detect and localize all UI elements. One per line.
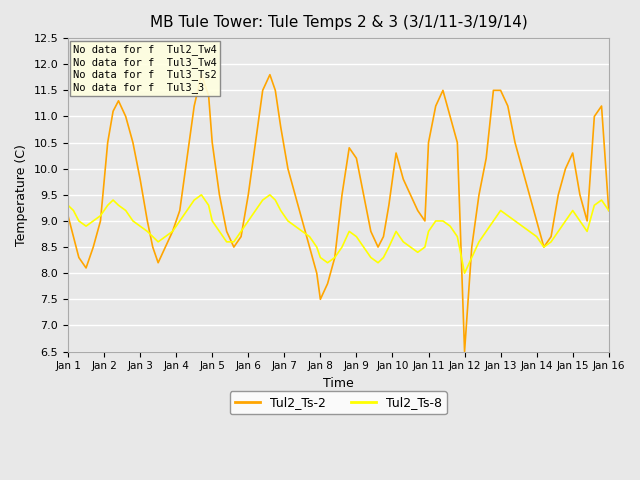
Tul2_Ts-2 <box>385 203 393 208</box>
Tul2_Ts-8 <box>554 228 562 234</box>
Tul2_Ts-8 <box>198 192 205 198</box>
Tul2_Ts-8 <box>461 270 468 276</box>
Line: Tul2_Ts-8: Tul2_Ts-8 <box>68 195 609 273</box>
Tul2_Ts-8 <box>392 228 400 234</box>
Tul2_Ts-8 <box>385 244 393 250</box>
Tul2_Ts-8 <box>605 208 612 214</box>
X-axis label: Time: Time <box>323 377 354 390</box>
Tul2_Ts-8 <box>306 234 314 240</box>
Y-axis label: Temperature (C): Temperature (C) <box>15 144 28 246</box>
Legend: Tul2_Ts-2, Tul2_Ts-8: Tul2_Ts-2, Tul2_Ts-8 <box>230 391 447 414</box>
Tul2_Ts-2 <box>432 103 440 109</box>
Text: No data for f  Tul2_Tw4
No data for f  Tul3_Tw4
No data for f  Tul3_Ts2
No data : No data for f Tul2_Tw4 No data for f Tul… <box>74 44 217 93</box>
Tul2_Ts-8 <box>414 250 422 255</box>
Tul2_Ts-8 <box>64 203 72 208</box>
Tul2_Ts-8 <box>432 218 440 224</box>
Tul2_Ts-2 <box>198 72 205 78</box>
Tul2_Ts-2 <box>554 192 562 198</box>
Line: Tul2_Ts-2: Tul2_Ts-2 <box>68 75 609 351</box>
Tul2_Ts-2 <box>414 208 422 214</box>
Tul2_Ts-2 <box>461 348 468 354</box>
Title: MB Tule Tower: Tule Temps 2 & 3 (3/1/11-3/19/14): MB Tule Tower: Tule Temps 2 & 3 (3/1/11-… <box>150 15 527 30</box>
Tul2_Ts-2 <box>306 244 314 250</box>
Tul2_Ts-2 <box>392 150 400 156</box>
Tul2_Ts-2 <box>64 213 72 218</box>
Tul2_Ts-2 <box>605 208 612 214</box>
